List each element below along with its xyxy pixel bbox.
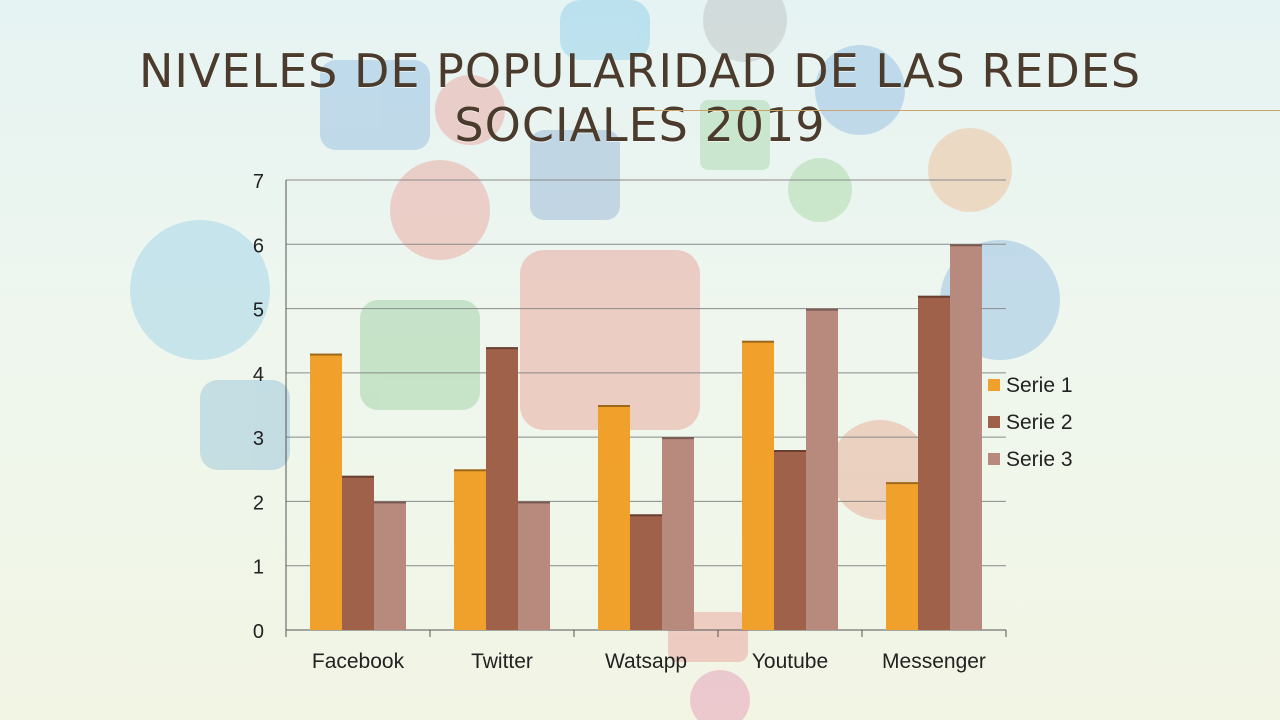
legend-swatch [988, 379, 1000, 391]
y-tick-label: 6 [253, 235, 264, 257]
y-tick-label: 5 [253, 300, 264, 322]
bar-messenger-serie-2 [918, 295, 950, 630]
bar-watsapp-serie-1 [598, 405, 630, 630]
bar-youtube-serie-2 [774, 450, 806, 630]
myspace-icon [530, 130, 620, 220]
legend-label: Serie 1 [1006, 374, 1073, 397]
bar-twitter-serie-2 [486, 347, 518, 630]
flickr-icon [690, 670, 750, 720]
x-tick-label: Facebook [312, 650, 405, 673]
bar-top-edge [662, 437, 694, 440]
bar-watsapp-serie-3 [662, 437, 694, 630]
y-tick-label: 4 [253, 364, 264, 386]
google-plus-icon [700, 100, 770, 170]
legend-swatch [988, 416, 1000, 428]
slide-title: NIVELES DE POPULARIDAD DE LAS REDES SOCI… [138, 44, 1142, 152]
bar-top-edge [950, 244, 982, 247]
bar-top-edge [806, 308, 838, 311]
bar-top-edge [518, 501, 550, 504]
x-tick-label: Watsapp [605, 650, 687, 673]
bar-top-edge [742, 340, 774, 343]
bar-top-edge [598, 405, 630, 407]
bar-top-edge [918, 295, 950, 298]
bar-youtube-serie-3 [806, 308, 838, 630]
x-tick-label: Youtube [752, 650, 828, 673]
y-tick-label: 1 [253, 557, 264, 579]
bar-top-edge [342, 475, 374, 478]
skype-icon [560, 0, 650, 60]
wordpress-icon [200, 380, 290, 470]
share-icon [788, 158, 852, 222]
bar-twitter-serie-3 [518, 501, 550, 630]
y-tick-label: 3 [253, 428, 264, 450]
bar-top-edge [454, 469, 486, 472]
legend-label: Serie 3 [1006, 448, 1073, 471]
bar-facebook-serie-1 [310, 353, 342, 630]
bar-top-edge [886, 482, 918, 485]
blogger-icon [928, 128, 1012, 212]
bar-facebook-serie-2 [342, 475, 374, 630]
bar-youtube-serie-1 [742, 340, 774, 630]
bar-top-edge [374, 501, 406, 504]
y-tick-label: 0 [253, 621, 264, 643]
bar-watsapp-serie-2 [630, 514, 662, 630]
bar-top-edge [486, 347, 518, 350]
y-tick-label: 2 [253, 492, 264, 514]
x-tick-label: Twitter [471, 650, 533, 673]
x-tick-label: Messenger [882, 650, 986, 673]
bar-facebook-serie-3 [374, 501, 406, 630]
y-tick-label: 7 [253, 171, 264, 193]
twitter-icon [130, 220, 270, 360]
title-divider [640, 110, 1280, 111]
apple-icon [703, 0, 787, 62]
bar-top-edge [774, 450, 806, 452]
bar-top-edge [630, 514, 662, 517]
bar-top-edge [310, 353, 342, 356]
bar-twitter-serie-1 [454, 469, 486, 630]
legend-swatch [988, 453, 1000, 465]
youtube-icon [520, 250, 700, 430]
legend-label: Serie 2 [1006, 411, 1073, 434]
bar-messenger-serie-1 [886, 482, 918, 630]
bar-messenger-serie-3 [950, 244, 982, 631]
